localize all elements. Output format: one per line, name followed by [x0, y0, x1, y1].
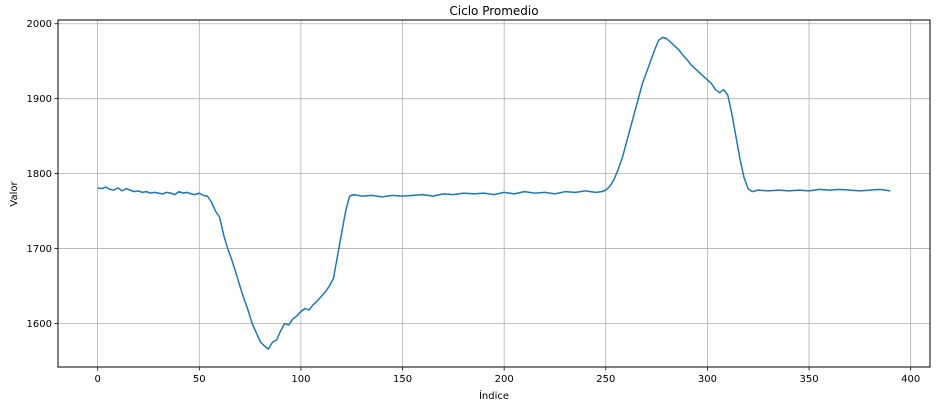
x-tick-label: 200 — [495, 374, 514, 385]
y-tick-label: 1700 — [27, 244, 52, 255]
y-tick-label: 1800 — [27, 169, 52, 180]
x-tick-label: 350 — [800, 374, 819, 385]
y-tick-label: 1600 — [27, 319, 52, 330]
plot-frame — [57, 19, 931, 368]
x-tick-label: 250 — [596, 374, 615, 385]
y-tick-label: 1900 — [27, 94, 52, 105]
x-tick-label: 100 — [291, 374, 310, 385]
x-tick-label: 0 — [94, 374, 100, 385]
chart-title: Ciclo Promedio — [449, 4, 538, 18]
x-axis-label: Índice — [479, 389, 509, 402]
axis-ticks: 0 50 100 150 200 250 300 350 400 1600 1700 1800 1900… — [27, 19, 921, 385]
x-tick-label: 150 — [393, 374, 412, 385]
y-tick-label: 2000 — [27, 19, 52, 30]
x-tick-label: 300 — [698, 374, 717, 385]
y-axis-label: Valor — [9, 181, 20, 207]
grid — [58, 20, 930, 367]
x-tick-label: 50 — [193, 374, 206, 385]
x-tick-label: 400 — [901, 374, 920, 385]
series-line — [97, 36, 891, 350]
